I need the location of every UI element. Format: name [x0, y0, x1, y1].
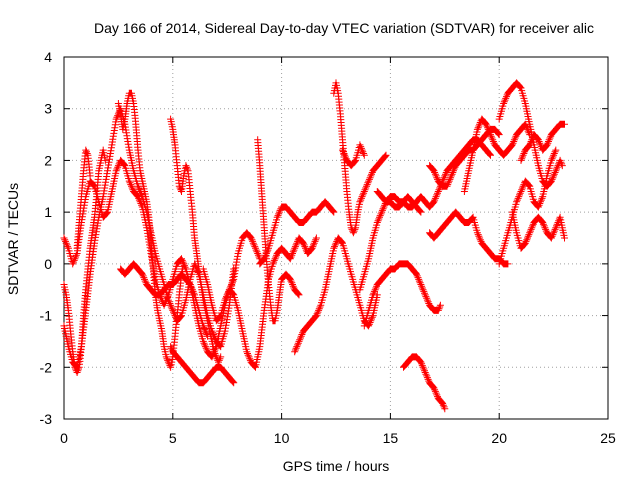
- plus-markers: [495, 79, 566, 190]
- series-arc-s: [426, 125, 503, 190]
- series-arc-q: [360, 260, 444, 330]
- plus-markers: [60, 156, 320, 371]
- series-arc-h: [167, 115, 225, 366]
- series-arc-c: [60, 146, 109, 376]
- plus-markers: [167, 343, 238, 387]
- plus-markers: [400, 353, 449, 413]
- plus-markers: [254, 136, 303, 325]
- series-arc-n: [339, 141, 368, 170]
- x-tick-label: 20: [491, 430, 507, 446]
- chart-title: Day 166 of 2014, Sidereal Day-to-day VTE…: [94, 20, 594, 36]
- series-arc-j: [254, 136, 303, 325]
- plus-markers: [291, 234, 381, 356]
- series-arc-l: [291, 234, 381, 356]
- series-arc-e: [114, 89, 188, 371]
- series-arc-f: [117, 260, 212, 340]
- x-tick-label: 25: [600, 430, 616, 446]
- y-tick-label: 2: [44, 152, 52, 168]
- plus-markers: [508, 208, 568, 252]
- y-tick-label: -1: [40, 308, 53, 324]
- plus-markers: [199, 229, 264, 325]
- plus-markers: [117, 260, 212, 340]
- x-axis-label: GPS time / hours: [283, 458, 390, 474]
- x-tick-label: 5: [169, 430, 177, 446]
- y-tick-label: 0: [44, 256, 52, 272]
- plus-markers: [167, 115, 225, 366]
- plus-markers: [460, 115, 534, 195]
- data-layer: [60, 79, 568, 413]
- series-arc-g: [167, 343, 238, 387]
- series-arc-i: [199, 229, 264, 325]
- ticks: 0 5 10 15 20 25 -3 -2 -1 0 1 2 3 4: [40, 49, 616, 446]
- plus-markers: [426, 125, 503, 190]
- series-arc-m: [330, 79, 390, 237]
- series-arc-v: [495, 79, 566, 190]
- plus-markers: [373, 188, 425, 216]
- series-arc-d: [73, 146, 94, 252]
- series-arc-u: [460, 115, 534, 195]
- y-tick-label: 3: [44, 101, 52, 117]
- y-tick-label: -3: [40, 411, 53, 427]
- plus-markers: [330, 79, 390, 237]
- plus-markers: [517, 120, 568, 164]
- plus-markers: [73, 146, 94, 252]
- plus-markers: [339, 141, 368, 170]
- series-arc-x: [517, 120, 568, 164]
- y-tick-label: 1: [44, 204, 52, 220]
- x-tick-label: 15: [383, 430, 399, 446]
- plus-markers: [114, 89, 188, 371]
- y-tick-label: 4: [44, 49, 52, 65]
- x-tick-label: 0: [60, 430, 68, 446]
- series-arc-p: [373, 188, 425, 216]
- series-arc-y: [508, 208, 568, 252]
- plus-markers: [256, 198, 338, 268]
- series-arc-b: [60, 156, 320, 371]
- y-tick-label: -2: [40, 359, 53, 375]
- series-arc-r: [400, 353, 449, 413]
- series-arc-k: [256, 198, 338, 268]
- plus-markers: [360, 260, 444, 330]
- plus-markers: [60, 146, 109, 376]
- y-axis-label: SDTVAR / TECUs: [5, 183, 21, 295]
- x-tick-label: 10: [274, 430, 290, 446]
